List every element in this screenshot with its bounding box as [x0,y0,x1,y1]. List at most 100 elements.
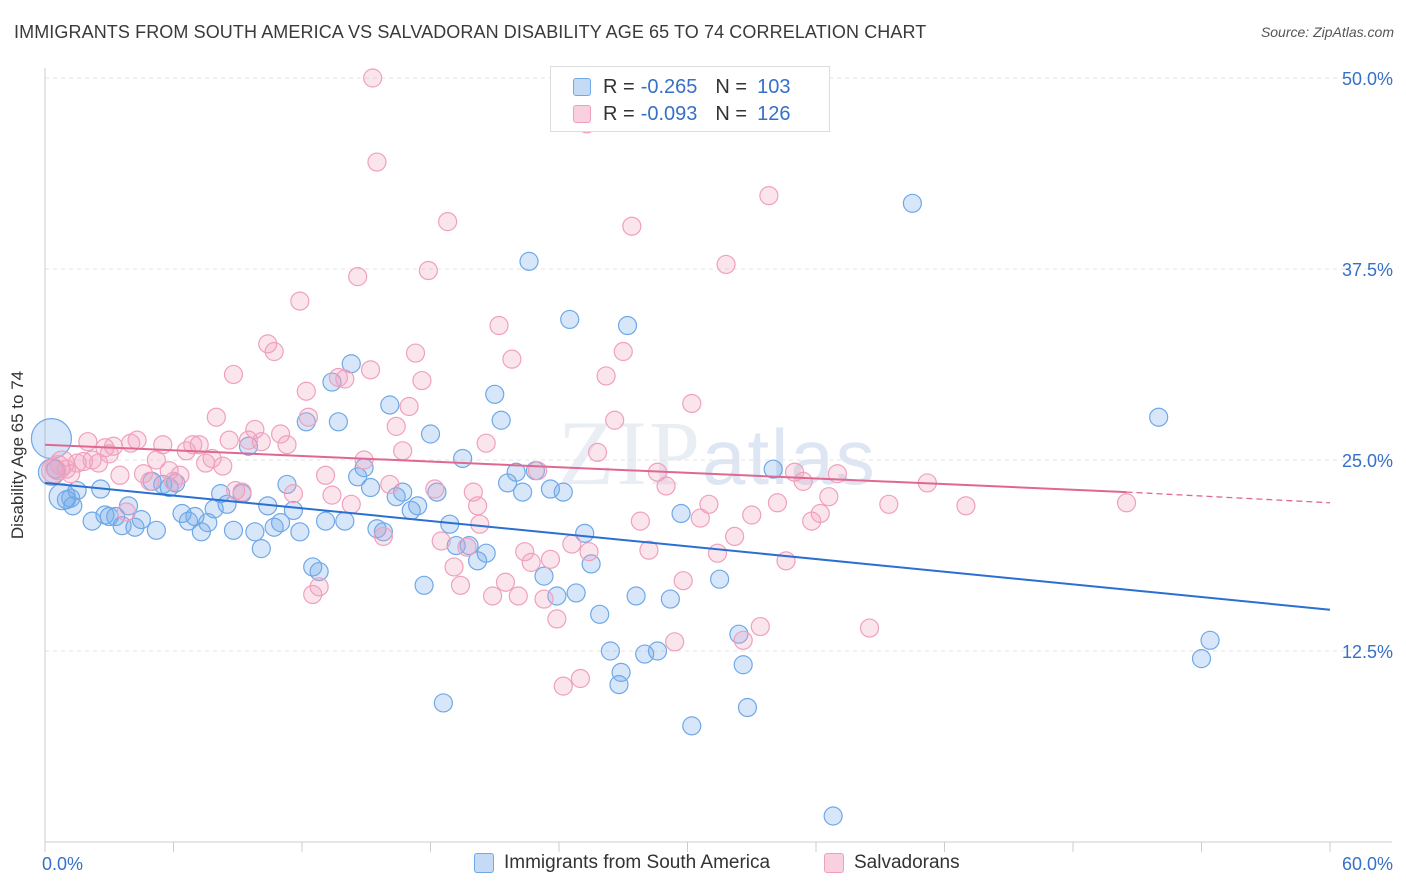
data-point-pink-43 [296,381,316,401]
data-point-blue-39 [283,500,304,521]
data-point-blue-32 [238,436,259,456]
trend-lines [44,443,1331,611]
data-point-blue-93 [671,503,691,524]
data-point-blue-76 [534,566,554,586]
data-point-pink-23 [170,465,190,485]
y-tick-label-3: 50.0% [1342,69,1393,89]
data-point-pink-44 [303,584,323,605]
data-point-pink-113 [810,503,830,524]
data-point-pink-102 [716,254,736,275]
data-point-pink-41 [283,484,304,504]
data-point-pink-28 [202,448,222,469]
data-point-pink-124 [956,496,976,516]
data-point-blue-33 [245,522,265,542]
y-tick-label-0: 12.5% [1342,642,1393,662]
data-point-pink-91 [622,216,642,236]
data-point-blue-103 [1191,649,1212,669]
data-point-blue-58 [408,496,428,516]
legend-row-series2: R = -0.093 N = 126 [573,102,790,126]
data-point-blue-37 [270,513,291,533]
data-point-blue-60 [420,424,441,444]
data-point-blue-47 [335,511,355,531]
trend-line-pink-dashed [1126,491,1331,504]
data-point-pink-45 [309,577,329,597]
data-point-pink-37 [258,334,278,354]
data-point-pink-16 [127,430,147,450]
data-point-pink-111 [793,471,813,491]
data-point-blue-91 [647,641,668,661]
data-point-blue-40 [290,522,310,542]
data-point-pink-74 [495,572,516,592]
data-point-pink-61 [412,370,432,391]
y-axis-title: Disability Age 65 to 74 [8,370,27,540]
data-point-blue-17 [146,520,166,540]
data-point-blue-54 [380,395,400,415]
data-point-pink-95 [656,476,676,496]
data-point-blue-101 [902,193,922,213]
data-point-blue-99 [763,459,783,479]
data-point-pink-31 [219,430,239,450]
data-point-blue-30 [223,520,244,540]
x-tick-label-max: 60.0% [1342,854,1393,874]
legend-n-label: N = [715,102,748,125]
data-point-pink-32 [226,480,246,501]
data-point-pink-125 [1116,493,1137,513]
legend-r-value: -0.093 [640,102,698,125]
data-point-pink-100 [699,494,719,514]
data-point-pink-71 [476,433,496,453]
data-point-pink-89 [605,410,625,430]
data-point-blue-79 [553,482,573,502]
data-point-blue-81 [566,583,586,603]
data-point-pink-97 [673,571,693,591]
data-point-pink-84 [562,534,582,554]
data-point-pink-66 [444,557,464,577]
data-point-pink-54 [367,152,387,172]
legend-row-series1: R = -0.265 N = 103 [573,75,790,99]
data-point-pink-70 [470,514,490,534]
legend-r-label: R = [603,102,635,125]
data-point-pink-65 [438,212,458,232]
data-point-pink-53 [360,360,381,380]
data-point-pink-62 [418,260,438,281]
data-point-pink-92 [630,511,650,531]
data-point-pink-48 [328,367,349,388]
data-point-pink-40 [277,435,297,455]
data-point-pink-120 [468,496,488,516]
gridlines [45,77,1392,652]
data-point-pink-26 [189,435,209,455]
data-point-pink-38 [264,341,284,362]
data-point-blue-46 [328,412,349,432]
data-point-blue-2 [46,459,66,479]
data-point-pink-42 [290,291,310,311]
data-point-blue-83 [581,554,601,574]
data-point-pink-12 [103,436,124,456]
bottom-legend-swatch-blue [474,853,494,873]
data-point-blue-61 [427,482,447,502]
data-point-pink-35 [245,419,265,440]
data-point-pink-30 [213,456,233,476]
data-point-pink-58 [393,441,413,461]
data-point-pink-99 [690,508,710,528]
data-point-blue-65 [453,448,473,469]
data-point-pink-55 [373,526,393,547]
data-point-pink-4 [61,464,81,484]
data-point-blue-89 [626,586,646,606]
data-point-blue-95 [710,569,730,589]
data-point-blue-97 [733,655,753,675]
data-point-pink-13 [110,465,130,485]
data-point-pink-39 [270,424,291,444]
data-point-pink-105 [742,505,762,525]
data-point-blue-15 [125,517,145,537]
axes [44,68,1392,852]
watermark: ZIPatlas [558,400,877,506]
data-point-pink-101 [707,543,728,563]
data-point-blue-62 [433,693,453,713]
chart-title: IMMIGRANTS FROM SOUTH AMERICA VS SALVADO… [14,22,927,42]
data-point-blue-94 [682,716,702,736]
data-point-pink-86 [579,542,599,562]
data-point-pink-119 [298,407,319,427]
data-point-pink-122 [879,494,899,514]
data-point-pink-116 [363,68,383,88]
data-point-blue-86 [611,662,631,682]
data-point-pink-77 [515,542,535,562]
